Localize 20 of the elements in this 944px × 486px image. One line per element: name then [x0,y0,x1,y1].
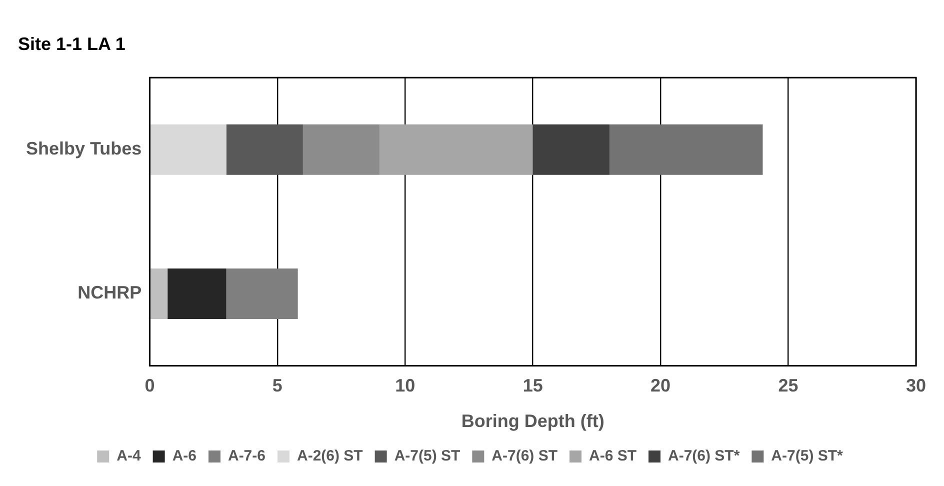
legend-label: A-2(6) ST [296,448,363,465]
y-tick-label: Shelby Tubes [26,138,142,159]
x-tick-label: 5 [272,376,282,396]
x-tick-label: 10 [395,376,416,396]
legend-label: A-6 ST [589,448,637,465]
legend-label: A-4 [116,448,142,465]
x-axis-title: Boring Depth (ft) [461,411,604,432]
x-tick-label: 30 [906,376,926,396]
x-tick-label: 0 [144,376,155,396]
legend-label: A-6 [172,448,196,465]
x-tick-label: 20 [650,376,671,396]
x-tick-label: 15 [522,376,543,396]
y-tick-label: NCHRP [78,282,142,303]
legend-label: A-7(6) ST* [668,448,740,465]
legend-label: A-7(5) ST [394,448,460,465]
x-tick-label: 25 [778,376,798,396]
legend-label: A-7-6 [228,448,266,465]
legend-label: A-7(6) ST [492,448,558,465]
legend-label: A-7(5) ST* [771,448,844,465]
chart-title: Site 1-1 LA 1 [18,34,126,54]
